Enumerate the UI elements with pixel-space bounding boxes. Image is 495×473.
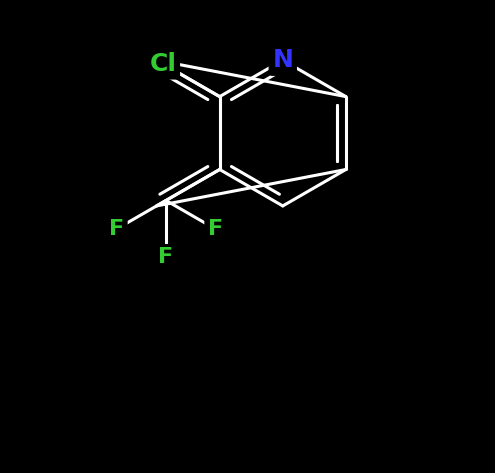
Text: N: N (272, 48, 293, 72)
Text: F: F (208, 219, 223, 239)
Text: Cl: Cl (149, 52, 176, 76)
Text: F: F (109, 219, 124, 239)
Text: F: F (158, 247, 174, 267)
